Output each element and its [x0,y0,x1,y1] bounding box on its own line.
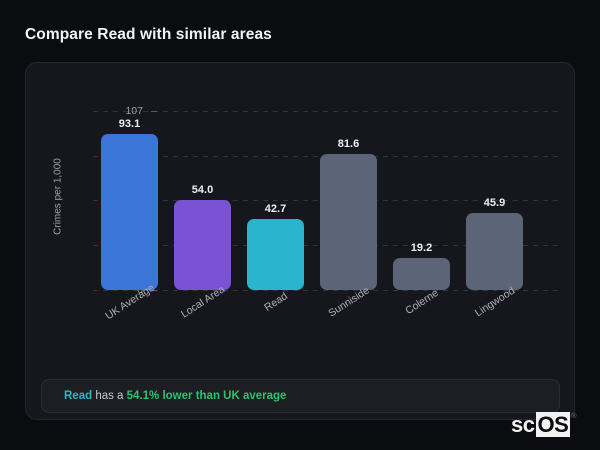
scos-logo: sc OS ® [511,412,576,438]
note-connector: has a [92,390,127,402]
bar-value-label: 54.0 [191,183,214,196]
bar-value-label: 93.1 [118,118,141,131]
bar-group-read[interactable]: 42.7 [247,203,304,290]
x-axis-label: Colerne [402,286,441,318]
x-axis-label: Read [261,290,290,314]
bar-rect[interactable] [247,218,304,290]
x-axis-labels: UK Average Local Area Read Sunniside Colerne… [93,282,531,350]
bar-rect[interactable] [320,153,377,290]
bar-value-label: 19.2 [410,241,433,254]
y-tick-mark [151,111,157,112]
bar-group-uk-average[interactable]: 93.1 [101,118,158,290]
y-tick-label: 0 [137,284,143,296]
logo-prefix: sc [511,412,535,437]
registered-trademark-icon: ® [571,413,576,420]
bar-value-label: 42.7 [264,202,287,215]
x-axis-label: Local Area [178,283,227,321]
note-area-name: Read [64,390,93,402]
summary-note: Read has a 54.1% lower than UK average [41,379,560,413]
bar-value-label: 81.6 [337,137,360,150]
bar-group-sunniside[interactable]: 81.6 [320,137,377,290]
bar-group-local-area[interactable]: 54.0 [174,184,231,290]
bar-rect[interactable] [174,199,231,290]
bar-group-colerne[interactable]: 19.2 [393,242,450,290]
bar-rect[interactable] [393,257,450,290]
y-tick-mark [151,290,157,291]
chart-card: Crimes per 1,000 0275480107 93.154.042.7… [25,62,575,420]
page-title: Compare Read with similar areas [25,26,272,43]
note-highlight: 54.1% lower than UK average [126,390,287,402]
bar-series: 93.1 54.0 42.7 81.6 19.2 45.9 [93,111,531,290]
y-axis-title: Crimes per 1,000 [52,158,64,235]
gridline-0 [93,290,561,291]
bar-rect[interactable] [101,134,158,290]
bar-rect[interactable] [466,213,523,290]
bar-group-lingwood[interactable]: 45.9 [466,197,523,290]
logo-boxed-text: OS [535,412,571,437]
note-text: Read has a 54.1% lower than UK average [64,390,286,402]
bar-value-label: 45.9 [483,197,506,210]
gridline-107 [93,111,561,112]
x-axis-label: Lingwood [472,284,517,320]
x-axis-label: Sunniside [325,284,372,320]
y-tick-label: 107 [125,105,143,117]
